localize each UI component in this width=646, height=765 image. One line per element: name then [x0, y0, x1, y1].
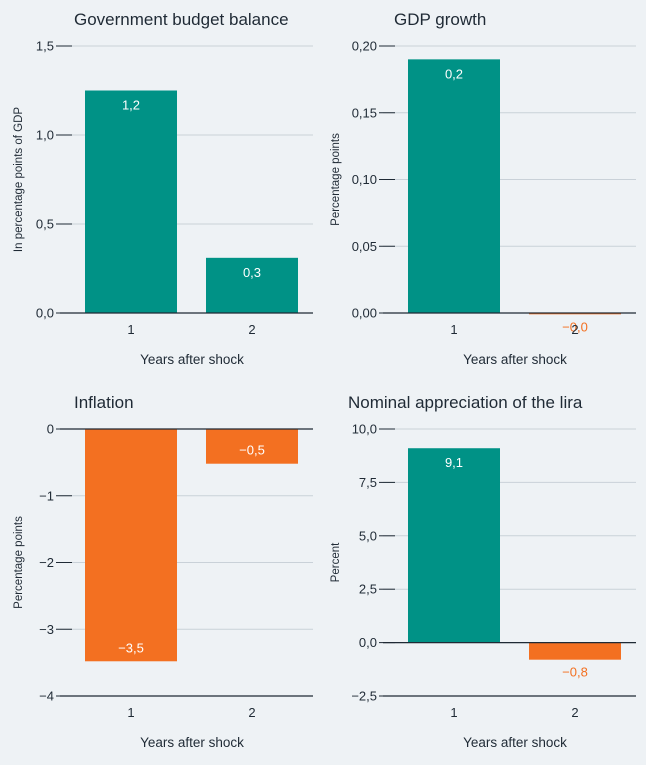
data-label: 1,2 — [122, 98, 140, 113]
x-tick-label: 1 — [127, 322, 134, 337]
x-axis-title: Years after shock — [463, 735, 567, 750]
chart-title: Nominal appreciation of the lira — [348, 393, 583, 412]
data-label: −3,5 — [118, 640, 144, 655]
chart-title: GDP growth — [394, 10, 486, 29]
x-axis-title: Years after shock — [140, 352, 244, 367]
y-tick-label: −2,5 — [351, 689, 377, 704]
y-tick-label: 0,0 — [36, 306, 54, 321]
chart-panel-lira-appreciation: Nominal appreciation of the lira −2,5 0,0 2… — [323, 383, 646, 765]
chart-panel-inflation: Inflation −4 −3 −2 −1 0 −3,5 1 −0,5 2 Years after … — [0, 383, 323, 765]
chart-svg: GDP growth 0,00 0,05 0,10 0,15 0,20 0,2 1 −0,02Y… — [330, 10, 636, 367]
data-label: −0,8 — [562, 665, 588, 680]
bar-year-1 — [85, 429, 177, 662]
bar-year-1 — [85, 90, 177, 313]
chart-panel-budget-balance: Government budget balance 0,0 0,5 1,0 1,5 1,2… — [0, 0, 323, 382]
bar-year-2 — [206, 429, 298, 464]
x-tick-label: 1 — [450, 322, 457, 337]
y-tick-label: 1,0 — [36, 128, 54, 143]
y-axis-title: Percentage points — [330, 133, 342, 226]
x-tick-label: 1 — [450, 705, 457, 720]
bar-year-1 — [408, 448, 500, 643]
y-tick-label: 1,5 — [36, 39, 54, 54]
x-axis-title: Years after shock — [463, 352, 567, 367]
y-tick-label: 0,20 — [352, 39, 377, 54]
x-tick-label: 2 — [571, 705, 578, 720]
bar-year-1 — [408, 59, 500, 313]
bar-year-2 — [529, 313, 621, 315]
y-axis-title: Percent — [330, 542, 342, 582]
bar-year-2 — [529, 642, 621, 660]
y-tick-label: 5,0 — [359, 528, 377, 543]
y-tick-label: 0,0 — [359, 635, 377, 650]
data-label: 0,3 — [243, 265, 261, 280]
chart-panel-gdp-growth: GDP growth 0,00 0,05 0,10 0,15 0,20 0,2 1 −0,0 2 Y… — [323, 0, 646, 382]
y-tick-label: −3 — [39, 622, 54, 637]
x-tick-label: 2 — [248, 705, 255, 720]
chart-svg: Nominal appreciation of the lira −2,5 0,0 2… — [330, 393, 636, 750]
data-label: 9,1 — [445, 455, 463, 470]
y-tick-label: 7,5 — [359, 475, 377, 490]
y-tick-label: 0,15 — [352, 105, 377, 120]
chart-svg: Government budget balance 0,0 0,5 1,0 1,5 1,2… — [13, 10, 313, 367]
chart-svg: Inflation −4 −3 −2 −1 0 −3,5 1 −0,5 2 Years after … — [13, 393, 313, 750]
y-tick-label: −1 — [39, 488, 54, 503]
y-tick-label: 10,0 — [352, 422, 377, 437]
data-label: −0,0 — [562, 319, 588, 334]
y-tick-label: 0 — [47, 422, 54, 437]
y-tick-label: −2 — [39, 555, 54, 570]
y-axis-title: Percentage points — [13, 516, 25, 609]
y-tick-label: 2,5 — [359, 582, 377, 597]
y-axis-title: In percentage points of GDP — [13, 107, 25, 252]
y-tick-label: −4 — [39, 689, 54, 704]
y-tick-label: 0,5 — [36, 217, 54, 232]
x-tick-label: 1 — [127, 705, 134, 720]
x-axis-title: Years after shock — [140, 735, 244, 750]
x-tick-label: 2 — [571, 322, 578, 337]
bar-year-2 — [206, 257, 298, 313]
data-label: −0,5 — [239, 443, 265, 458]
y-tick-label: 0,10 — [352, 172, 377, 187]
data-label: 0,2 — [445, 66, 463, 81]
chart-title: Inflation — [74, 393, 134, 412]
y-tick-label: 0,00 — [352, 306, 377, 321]
chart-title: Government budget balance — [74, 10, 289, 29]
x-tick-label: 2 — [248, 322, 255, 337]
y-tick-label: 0,05 — [352, 239, 377, 254]
